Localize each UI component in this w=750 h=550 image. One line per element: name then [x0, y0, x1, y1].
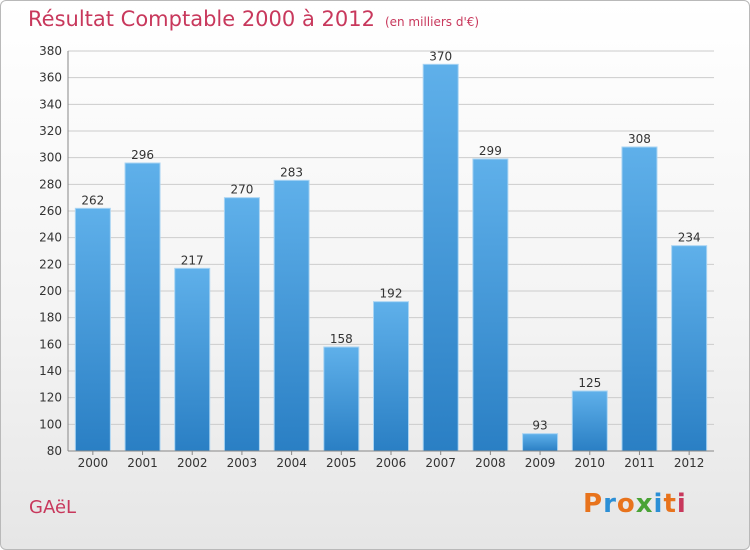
chart-title: Résultat Comptable 2000 à 2012 (en millie…	[28, 7, 479, 31]
bar	[571, 390, 608, 452]
x-tick-label: 2000	[78, 456, 109, 470]
bar-value-label: 192	[380, 287, 403, 301]
bar	[273, 179, 310, 452]
y-tick-label: 120	[39, 391, 62, 405]
bar	[373, 301, 409, 452]
chart-title-main: Résultat Comptable 2000 à 2012	[28, 7, 375, 31]
bar-value-label: 234	[678, 231, 701, 245]
bar-value-label: 370	[429, 49, 452, 63]
logo-letter: P	[583, 489, 604, 519]
bar-value-label: 283	[280, 165, 303, 179]
y-tick-label: 360	[39, 71, 62, 85]
y-tick-label: 340	[39, 97, 62, 111]
y-tick-label: 200	[39, 284, 62, 298]
x-tick-label: 2011	[624, 456, 655, 470]
x-tick-label: 2010	[574, 456, 605, 470]
bar	[223, 197, 260, 452]
x-tick-label: 2003	[227, 456, 258, 470]
logo-letter: i	[676, 489, 687, 519]
bar	[671, 245, 708, 452]
x-tick-label: 2004	[276, 456, 307, 470]
bar-value-label: 270	[230, 183, 253, 197]
bar	[323, 346, 360, 452]
logo-letter: r	[603, 489, 617, 519]
y-tick-label: 240	[39, 231, 62, 245]
y-tick-label: 280	[39, 177, 62, 191]
bar	[74, 207, 111, 452]
y-tick-label: 140	[39, 364, 62, 378]
logo-letter: o	[616, 489, 636, 519]
town-name: GAëL	[29, 497, 77, 518]
bar	[621, 146, 658, 452]
bar-value-label: 125	[578, 376, 601, 390]
bar-value-label: 299	[479, 144, 502, 158]
x-tick-label: 2012	[674, 456, 705, 470]
y-tick-label: 260	[39, 204, 62, 218]
logo-letter: t	[663, 489, 677, 519]
x-tick-label: 2006	[376, 456, 407, 470]
bar	[522, 433, 559, 452]
bar-value-label: 308	[628, 132, 651, 146]
bar-value-label: 296	[131, 148, 154, 162]
proxiti-logo: Proxiti	[583, 489, 687, 519]
bar-value-label: 217	[181, 253, 204, 267]
y-tick-label: 300	[39, 151, 62, 165]
bar-value-label: 93	[532, 419, 547, 433]
y-tick-label: 380	[39, 44, 62, 58]
chart-subtitle: (en milliers d'€)	[384, 15, 480, 29]
y-tick-label: 160	[39, 337, 62, 351]
logo-letter: x	[635, 489, 654, 519]
bar	[472, 158, 509, 452]
bar	[124, 162, 161, 452]
x-tick-label: 2005	[326, 456, 357, 470]
y-tick-label: 220	[39, 257, 62, 271]
x-tick-label: 2008	[475, 456, 506, 470]
y-tick-label: 80	[47, 444, 62, 458]
x-tick-label: 2009	[525, 456, 556, 470]
logo-letter: i	[653, 489, 664, 519]
bar	[174, 267, 211, 452]
y-tick-label: 320	[39, 124, 62, 138]
x-tick-label: 2001	[127, 456, 158, 470]
y-tick-label: 180	[39, 311, 62, 325]
x-tick-label: 2002	[177, 456, 208, 470]
x-tick-label: 2007	[425, 456, 456, 470]
bar-value-label: 158	[330, 332, 353, 346]
y-tick-label: 100	[39, 417, 62, 431]
bar-value-label: 262	[81, 193, 104, 207]
bar	[422, 63, 459, 452]
